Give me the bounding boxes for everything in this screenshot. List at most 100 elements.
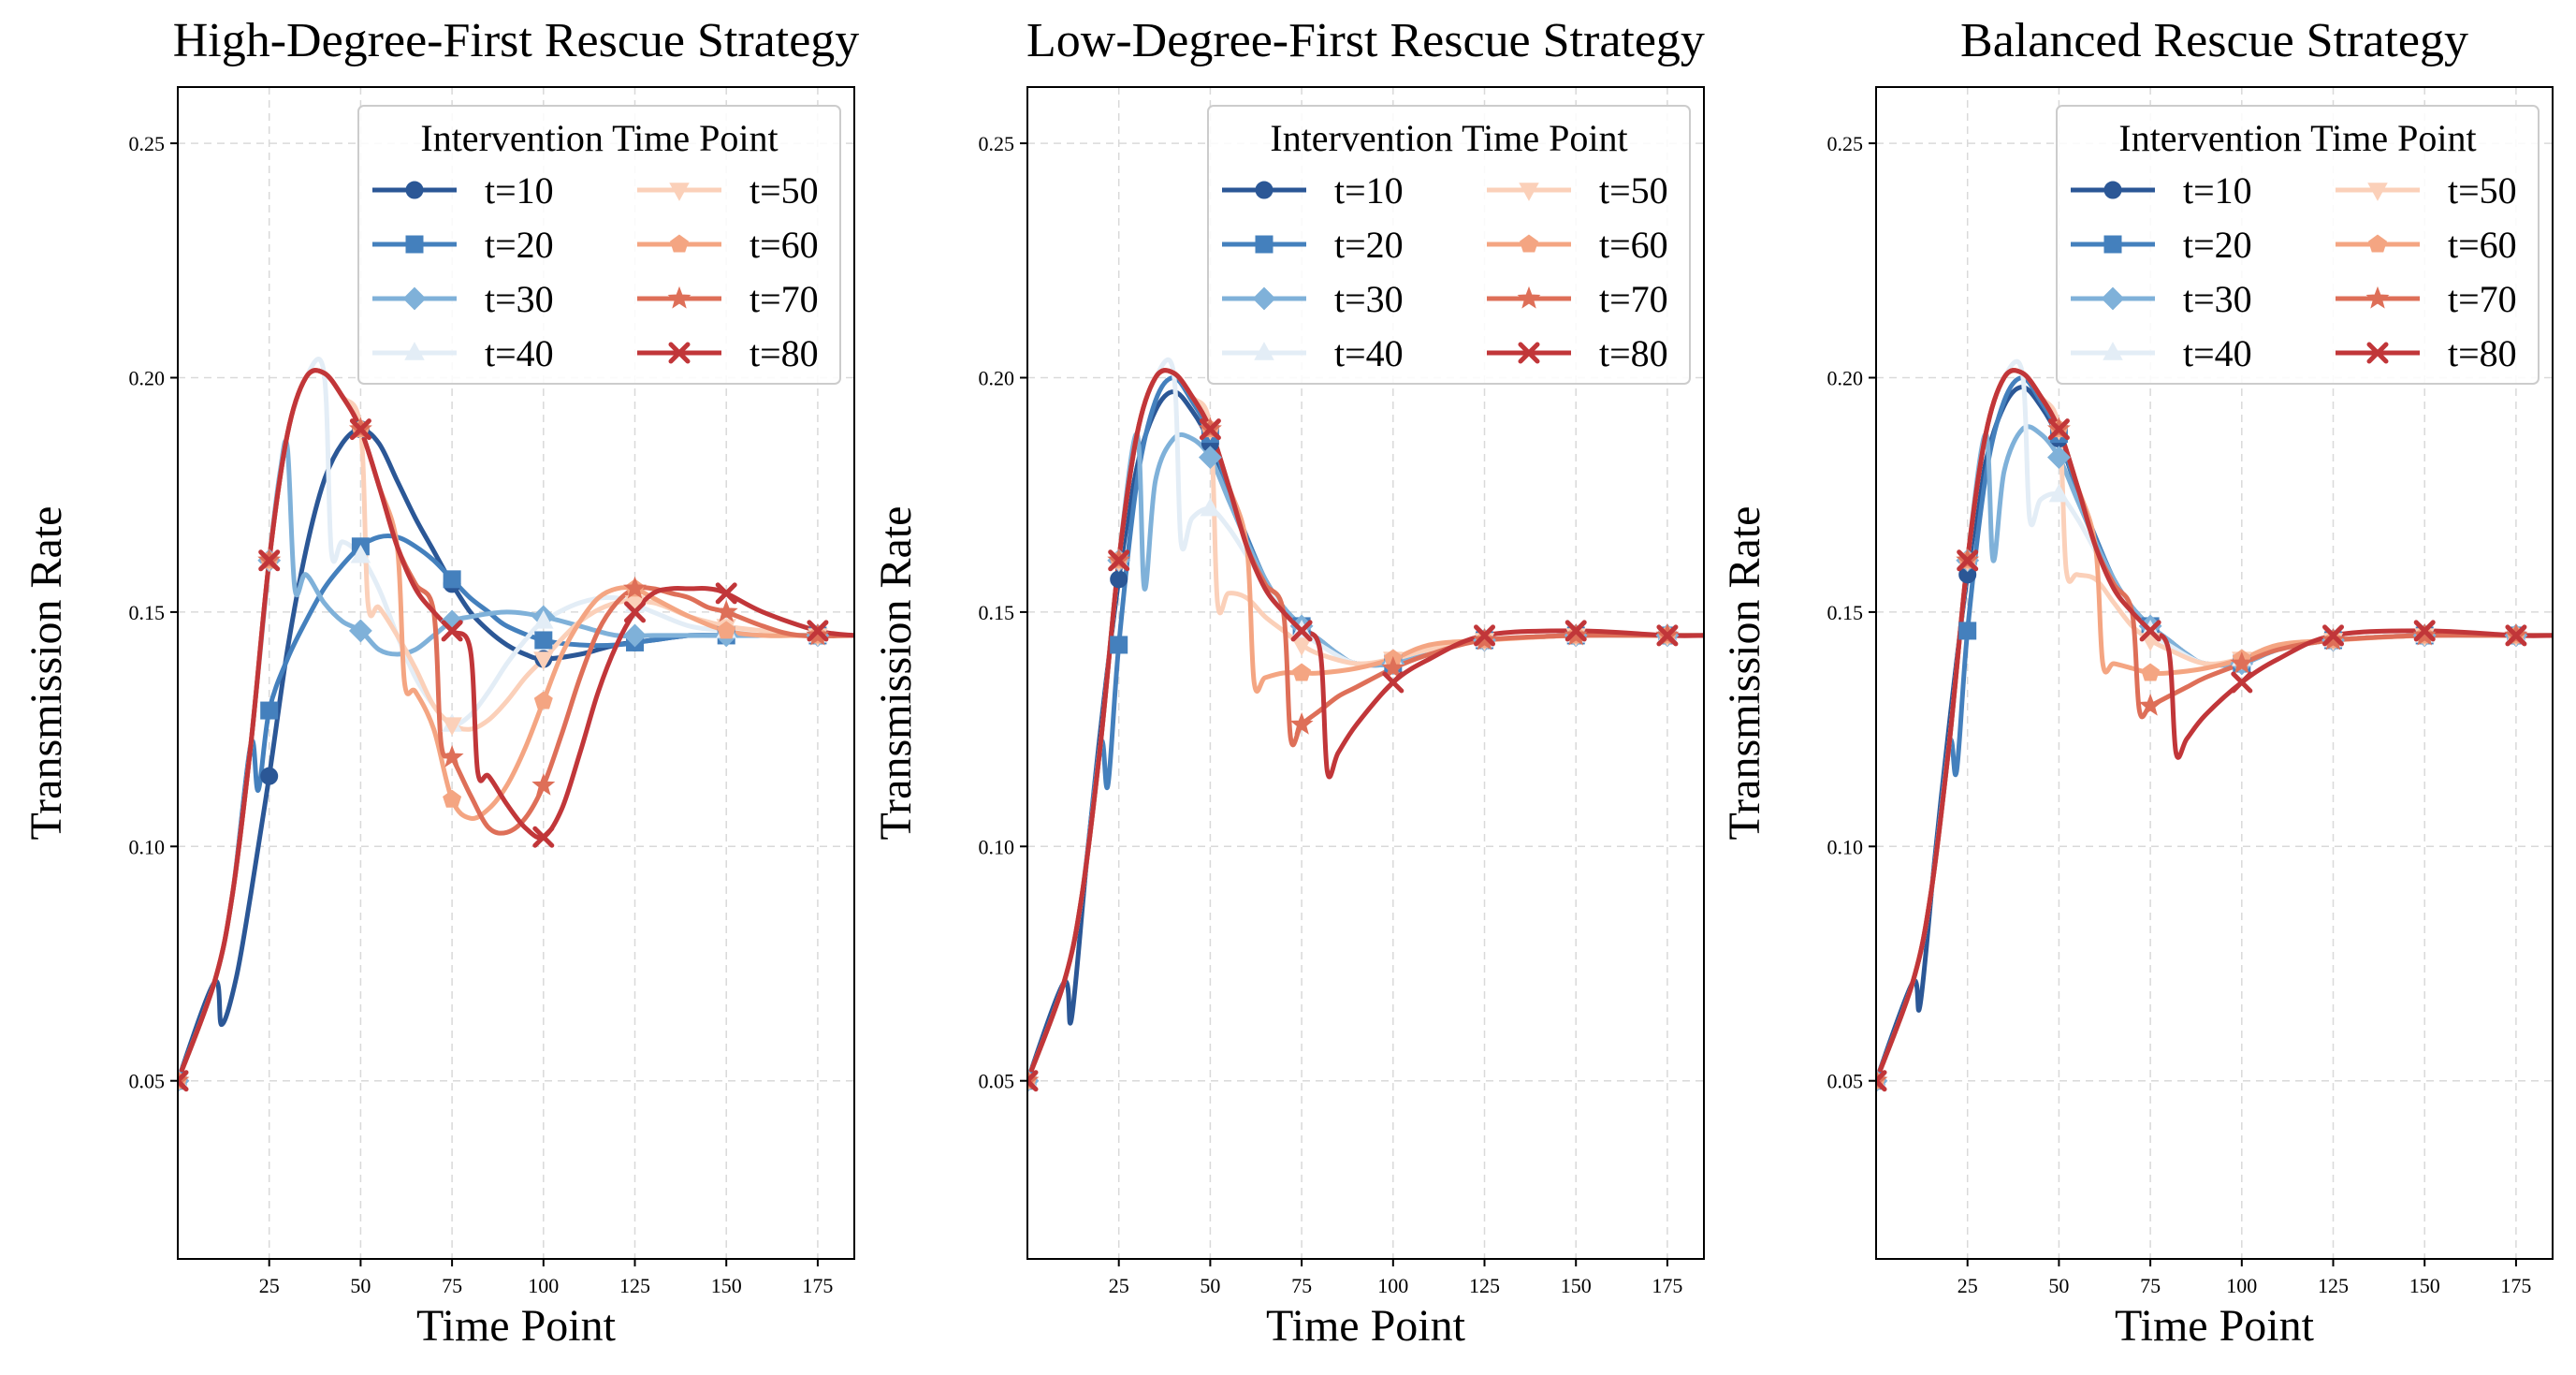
data-point — [2046, 446, 2071, 470]
series-markers-t-70 — [1027, 417, 1680, 1091]
data-point — [807, 620, 829, 642]
legend-label: t=50 — [1599, 169, 1668, 212]
data-point — [1290, 620, 1313, 642]
y-axis-label: Transmission Rate — [871, 506, 921, 841]
y-tick-label: 0.05 — [1827, 1070, 1864, 1093]
legend: Intervention Time Point t=10 t=20 t=30 t=40 t… — [2056, 105, 2540, 385]
series-markers-t-70 — [178, 417, 830, 1091]
data-point — [2412, 622, 2437, 646]
y-tick-label: 0.25 — [979, 132, 1015, 155]
data-point — [624, 601, 647, 623]
legend-item-t-40: t=40 — [372, 332, 554, 374]
legend-item-t-80: t=80 — [2336, 332, 2517, 374]
legend-label: t=30 — [1334, 278, 1404, 320]
legend-item-t-30: t=30 — [2071, 278, 2252, 320]
legend-item-t-60: t=60 — [1487, 224, 1668, 266]
legend-item-t-80: t=80 — [637, 332, 819, 374]
x-tick-label: 125 — [1469, 1274, 1500, 1297]
legend-item-t-50: t=50 — [637, 169, 819, 212]
legend-box — [2056, 105, 2540, 385]
legend-label: t=80 — [750, 332, 819, 374]
data-point — [1292, 663, 1312, 681]
data-point — [1656, 624, 1679, 647]
data-point — [715, 582, 737, 605]
series-markers-t-50 — [1876, 421, 2526, 1092]
x-tick-label: 175 — [802, 1274, 833, 1297]
y-axis-label: Transmission Rate — [22, 506, 71, 841]
legend-marker — [1518, 342, 1540, 364]
legend-item-t-70: t=70 — [637, 278, 819, 320]
series-line-t-20 — [178, 534, 854, 1084]
data-point — [2321, 627, 2345, 651]
axes-frame — [1875, 86, 2554, 1260]
legend-item-t-50: t=50 — [2336, 169, 2517, 212]
legend-label: t=20 — [1334, 224, 1404, 266]
x-tick-label: 75 — [442, 1274, 462, 1297]
legend-label: t=10 — [2183, 169, 2252, 212]
chart-title: Low-Degree-First Rescue Strategy — [1026, 14, 1705, 67]
data-point — [1564, 622, 1588, 646]
axes-frame — [177, 86, 855, 1260]
data-point — [1382, 671, 1404, 694]
data-point — [1110, 636, 1128, 654]
data-point — [532, 826, 555, 848]
y-axis-label: Transmission Rate — [1720, 506, 1769, 841]
legend-marker — [668, 342, 691, 364]
legend-label: t=70 — [750, 278, 819, 320]
legend-label: t=80 — [2448, 332, 2517, 374]
series-line-t-10 — [178, 427, 854, 1084]
y-tick-label: 0.20 — [129, 366, 166, 389]
legend-item-t-20: t=20 — [1222, 224, 1404, 266]
x-tick-label: 100 — [1377, 1274, 1408, 1297]
panel-low-degree-first: 25 50 75 100 125 150 175 0.05 0.10 0.15 0.20 0.25 Lo… — [871, 14, 1705, 1351]
x-tick-label: 150 — [711, 1274, 742, 1297]
legend-item-t-30: t=30 — [1222, 278, 1404, 320]
legend-marker — [1519, 183, 1539, 201]
legend-marker — [1255, 235, 1273, 254]
series-markers-t-80 — [178, 418, 829, 1092]
y-tick-label: 0.15 — [129, 601, 166, 624]
axes-frame — [1026, 86, 1705, 1260]
data-point — [1289, 711, 1314, 735]
data-point — [1958, 622, 1977, 640]
legend-label: t=40 — [485, 332, 554, 374]
legend-label: t=70 — [2448, 278, 2517, 320]
legend-label: t=20 — [485, 224, 554, 266]
data-point — [623, 576, 647, 599]
legend-marker — [2365, 285, 2390, 309]
data-point — [440, 745, 464, 768]
data-point — [1110, 570, 1128, 589]
data-point — [260, 701, 279, 720]
data-point — [533, 691, 553, 709]
data-point — [441, 620, 463, 642]
x-axis-label: Time Point — [1266, 1301, 1466, 1351]
legend-marker — [2103, 235, 2122, 254]
series-markers-t-50 — [1027, 421, 1678, 1092]
data-point — [349, 418, 371, 441]
legend-item-t-30: t=30 — [372, 278, 554, 320]
x-tick-label: 125 — [619, 1274, 650, 1297]
legend-label: t=40 — [2183, 332, 2252, 374]
y-tick-label: 0.05 — [129, 1070, 166, 1093]
x-tick-label: 100 — [528, 1274, 559, 1297]
data-point — [714, 599, 738, 622]
legend-marker — [1519, 234, 1539, 253]
legend-item-t-70: t=70 — [2336, 278, 2517, 320]
legend-marker — [405, 181, 424, 199]
y-tick-label: 0.20 — [1827, 366, 1864, 389]
data-point — [534, 631, 553, 650]
data-point — [2230, 651, 2254, 674]
x-tick-label: 125 — [2318, 1274, 2349, 1297]
data-point — [1108, 549, 1130, 572]
x-tick-label: 150 — [2409, 1274, 2440, 1297]
data-point — [1381, 655, 1405, 679]
legend-title: Intervention Time Point — [420, 117, 778, 159]
legend-marker — [2101, 286, 2125, 311]
series-markers-t-30 — [1876, 446, 2528, 1093]
plot-area — [1876, 358, 2553, 1093]
data-point — [1199, 418, 1221, 441]
x-tick-label: 50 — [1200, 1274, 1220, 1297]
y-tick-label: 0.20 — [979, 366, 1015, 389]
data-point — [533, 651, 554, 670]
